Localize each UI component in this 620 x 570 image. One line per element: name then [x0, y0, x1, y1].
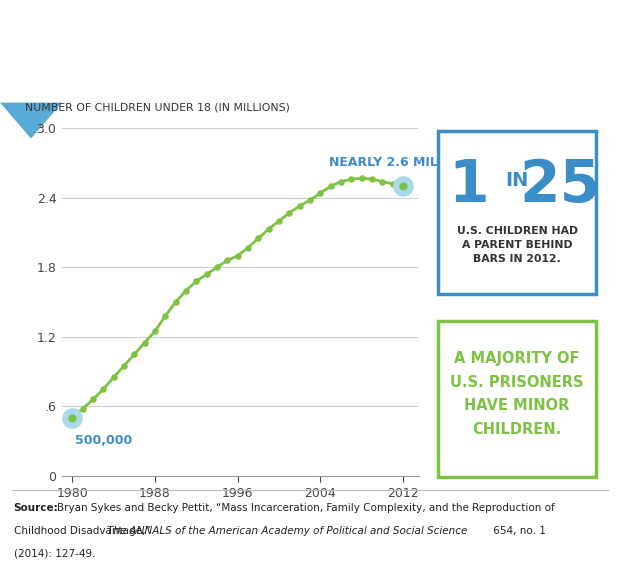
Point: [130, 349, 140, 359]
Point: [326, 182, 335, 191]
FancyBboxPatch shape: [438, 321, 596, 477]
Text: Source:: Source:: [14, 503, 58, 513]
Point: [68, 413, 78, 422]
Text: Bryan Sykes and Becky Pettit, “Mass Incarceration, Family Complexity, and the Re: Bryan Sykes and Becky Pettit, “Mass Inca…: [57, 503, 555, 513]
Point: [192, 276, 202, 286]
Point: [119, 361, 129, 370]
Point: [170, 298, 180, 307]
Point: [398, 182, 408, 191]
Point: [68, 413, 78, 422]
Text: U.S. CHILDREN HAD
A PARENT BEHIND
BARS IN 2012.: U.S. CHILDREN HAD A PARENT BEHIND BARS I…: [456, 226, 578, 264]
Point: [88, 395, 98, 404]
Text: 1: 1: [448, 157, 489, 214]
Point: [274, 217, 284, 226]
Point: [367, 174, 377, 184]
Text: NUMBER OF CHILDREN UNDER 18 (IN MILLIONS): NUMBER OF CHILDREN UNDER 18 (IN MILLIONS…: [25, 103, 290, 113]
Text: THE NUMBER OF U.S. CHILDREN WITH AN INCARCERATED PARENT: THE NUMBER OF U.S. CHILDREN WITH AN INCA…: [14, 18, 583, 34]
Polygon shape: [0, 103, 62, 139]
Text: The ANNALS of the American Academy of Political and Social Science: The ANNALS of the American Academy of Po…: [107, 526, 467, 536]
Point: [264, 225, 273, 234]
Point: [243, 243, 253, 252]
Point: [294, 201, 304, 210]
Point: [305, 196, 315, 205]
Point: [336, 177, 346, 186]
Point: [398, 182, 408, 191]
Text: NEARLY 2.6 MILLION: NEARLY 2.6 MILLION: [329, 156, 471, 169]
Text: Childhood Disadvantage,”: Childhood Disadvantage,”: [14, 526, 154, 536]
Text: A MAJORITY OF
U.S. PRISONERS
HAVE MINOR
CHILDREN.: A MAJORITY OF U.S. PRISONERS HAVE MINOR …: [450, 352, 584, 437]
Point: [285, 208, 294, 217]
Point: [223, 256, 232, 265]
Point: [181, 286, 191, 295]
Point: [232, 251, 242, 260]
Point: [78, 404, 87, 413]
Point: [99, 384, 108, 393]
Point: [68, 413, 78, 422]
Text: (2014): 127-49.: (2014): 127-49.: [14, 549, 95, 559]
Point: [108, 373, 118, 382]
Text: IN: IN: [505, 170, 529, 190]
Text: 25: 25: [520, 157, 601, 214]
Point: [398, 182, 408, 191]
Point: [212, 263, 222, 272]
Text: 654, no. 1: 654, no. 1: [490, 526, 546, 536]
Point: [150, 327, 160, 336]
Text: GREW FIVE TIMES FROM 1980 TO 2012.: GREW FIVE TIMES FROM 1980 TO 2012.: [14, 58, 357, 72]
FancyBboxPatch shape: [438, 131, 596, 294]
Point: [347, 174, 356, 184]
Point: [161, 311, 171, 320]
Point: [388, 180, 397, 189]
Point: [378, 177, 388, 186]
Text: 500,000: 500,000: [76, 434, 133, 447]
Point: [140, 338, 149, 347]
Point: [316, 189, 326, 198]
Point: [356, 173, 366, 182]
Point: [254, 234, 264, 243]
Point: [202, 270, 211, 279]
